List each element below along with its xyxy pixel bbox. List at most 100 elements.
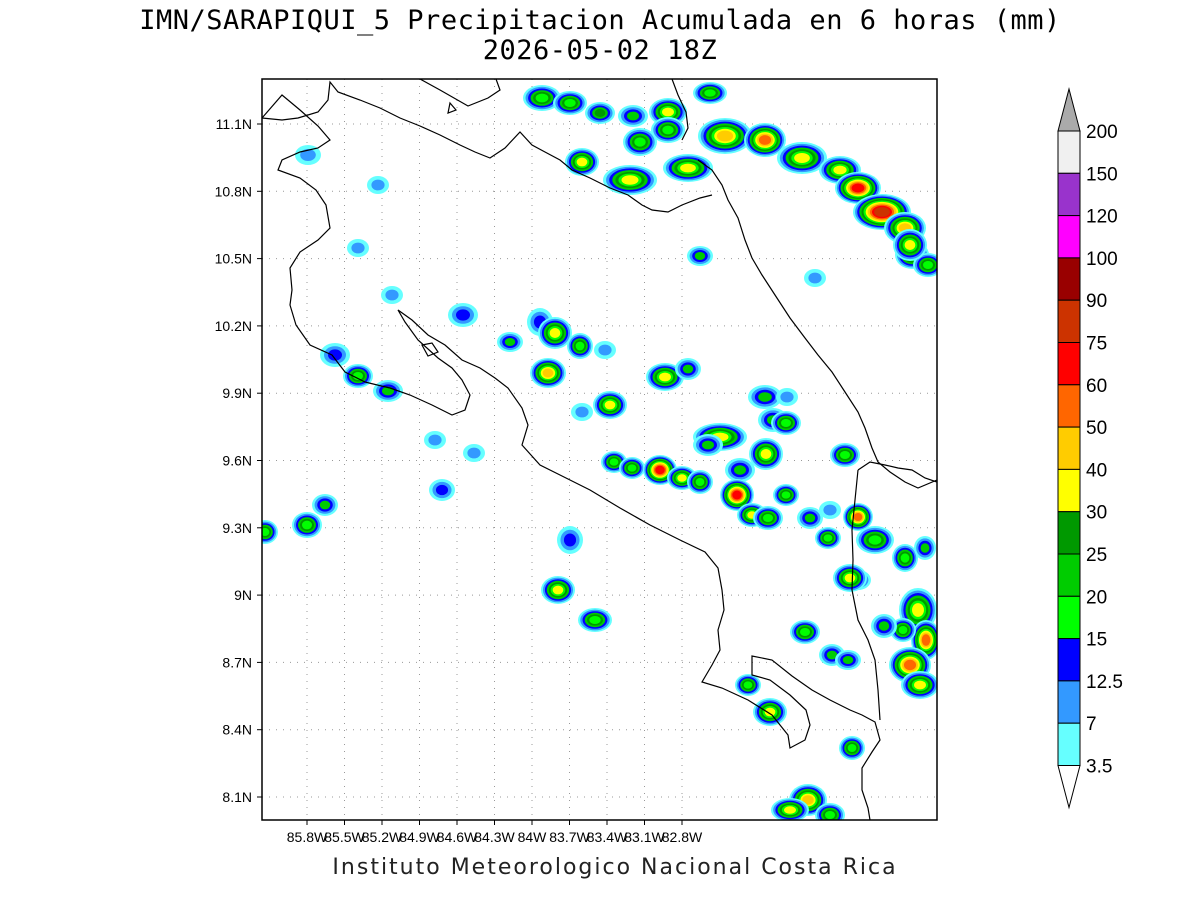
footer-credit: Instituto Meteorologico Nacional Costa R… xyxy=(332,855,898,880)
lat-tick-label: 9.6N xyxy=(222,453,252,469)
rain-contour xyxy=(900,553,910,563)
lon-tick-label: 84.3W xyxy=(474,829,515,845)
rain-cell xyxy=(890,618,916,642)
rain-contour xyxy=(780,391,794,403)
legend-label: 75 xyxy=(1086,334,1107,355)
rain-contour xyxy=(851,183,865,193)
rain-cell xyxy=(720,479,754,511)
rain-cell xyxy=(594,341,616,359)
rain-cells xyxy=(262,82,937,820)
rain-cell xyxy=(463,444,485,462)
lat-tick-label: 8.1N xyxy=(222,789,252,805)
rain-cell xyxy=(790,620,820,644)
rain-contour xyxy=(598,344,612,356)
rain-cell xyxy=(835,650,861,670)
rain-cell xyxy=(565,148,599,176)
rain-contour xyxy=(808,272,822,284)
rain-cell xyxy=(835,172,881,204)
rain-cell xyxy=(914,536,936,560)
rain-contour xyxy=(319,500,331,510)
coastline xyxy=(671,79,689,141)
coastline xyxy=(262,80,713,213)
lon-tick-label: 82.8W xyxy=(662,829,703,845)
rain-contour xyxy=(594,109,606,117)
legend-label: 120 xyxy=(1086,207,1118,228)
rain-cell xyxy=(753,506,783,530)
rain-contour xyxy=(563,533,577,547)
rain-cell xyxy=(893,229,927,261)
chart-title: IMN/SARAPIQUI_5 Precipitacion Acumulada … xyxy=(139,5,1061,36)
legend-color-box xyxy=(1057,553,1081,597)
lon-tick-label: 85.2W xyxy=(362,829,403,845)
rain-contour xyxy=(328,349,342,361)
coastline xyxy=(857,461,937,483)
rain-contour xyxy=(456,309,470,321)
rain-contour xyxy=(878,621,890,631)
rain-cell xyxy=(619,457,645,479)
lat-tick-label: 9.9N xyxy=(222,385,252,401)
rain-contour xyxy=(621,175,639,185)
rain-contour xyxy=(764,707,776,717)
rain-cell xyxy=(815,527,841,549)
rain-contour xyxy=(826,650,838,660)
rain-contour xyxy=(627,464,637,472)
rain-contour xyxy=(704,89,716,97)
rain-contour xyxy=(564,99,576,107)
legend-color-box xyxy=(1057,426,1081,470)
legend-label: 7 xyxy=(1086,714,1097,735)
rain-contour xyxy=(853,512,863,522)
rain-cell xyxy=(901,671,937,699)
rain-cell xyxy=(553,91,587,115)
rain-cell xyxy=(748,385,782,409)
rain-contour xyxy=(912,603,924,617)
rain-contour xyxy=(921,634,931,646)
coastline xyxy=(262,94,881,820)
lat-tick-label: 9.3N xyxy=(222,520,252,536)
rain-contour xyxy=(833,165,847,175)
coastlines xyxy=(262,79,937,820)
legend-label: 100 xyxy=(1086,249,1118,270)
rain-cell xyxy=(833,564,867,592)
rain-contour xyxy=(680,163,696,173)
rain-contour xyxy=(552,585,564,595)
rain-cell xyxy=(687,246,713,266)
legend-label: 40 xyxy=(1086,460,1107,481)
lon-tick-label: 84.6W xyxy=(437,829,478,845)
rain-contour xyxy=(732,490,742,500)
lon-tick-label: 85.8W xyxy=(287,829,328,845)
rain-cell xyxy=(448,303,478,327)
lat-tick-label: 11.1N xyxy=(216,116,252,132)
rain-cell xyxy=(771,798,809,820)
rain-cell xyxy=(698,118,752,154)
rain-cell xyxy=(773,484,799,506)
rain-contour xyxy=(802,795,814,805)
lat-tick-label: 10.8N xyxy=(215,183,252,199)
rain-contour xyxy=(868,535,882,545)
rain-cell xyxy=(557,526,583,554)
rain-contour xyxy=(575,406,589,418)
rain-contour xyxy=(659,372,671,382)
rain-cell xyxy=(424,431,446,449)
legend-color-box xyxy=(1057,595,1081,640)
legend-color-box xyxy=(1057,511,1081,555)
rain-cell xyxy=(830,443,860,467)
rain-cell xyxy=(646,363,684,391)
lat-tick-label: 8.4N xyxy=(222,722,252,738)
lat-tick-label: 8.7N xyxy=(222,654,252,670)
lat-tick-label: 10.2N xyxy=(215,318,252,334)
rain-contour xyxy=(300,149,316,161)
rain-contour xyxy=(535,93,549,103)
rain-contour xyxy=(784,806,796,814)
rain-cell xyxy=(367,176,389,194)
rain-cell xyxy=(347,239,369,257)
rain-contour xyxy=(694,252,706,260)
rain-contour xyxy=(467,447,481,459)
legend-label: 150 xyxy=(1086,164,1118,185)
rain-contour xyxy=(804,513,816,523)
rain-contour xyxy=(575,341,585,351)
rain-contour xyxy=(609,458,619,466)
rain-cell xyxy=(603,165,657,195)
rain-cell xyxy=(593,391,627,419)
legend-color-box xyxy=(1057,384,1081,428)
